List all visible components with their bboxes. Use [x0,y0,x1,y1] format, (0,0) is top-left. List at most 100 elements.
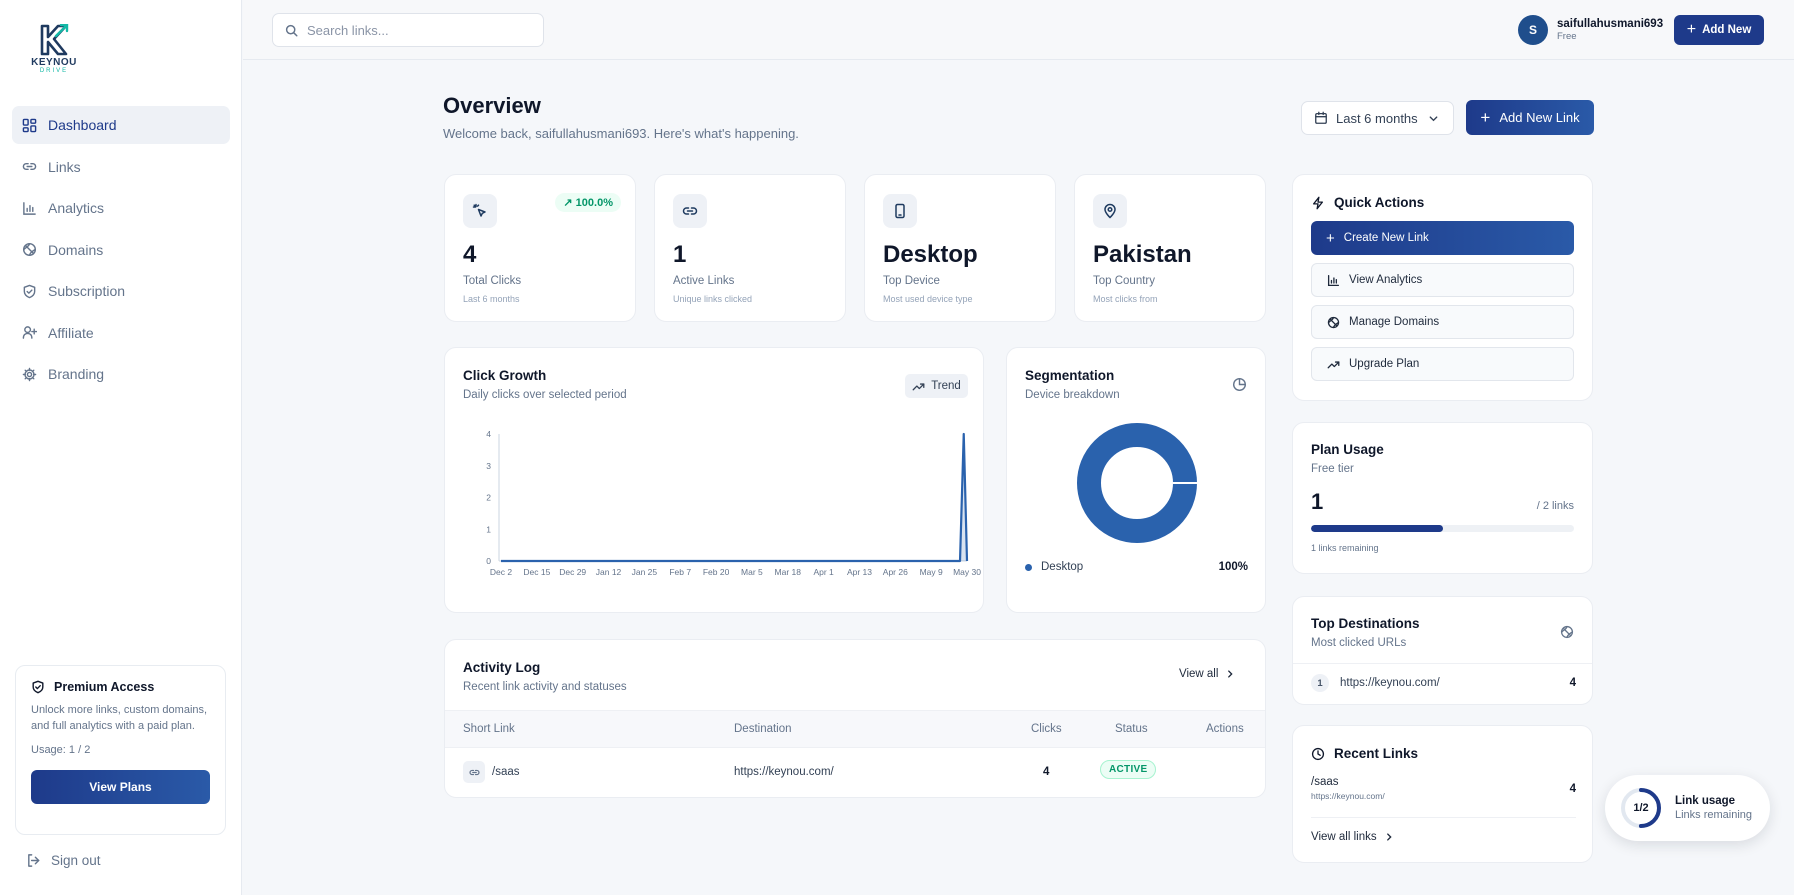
list-item[interactable]: /saas https://keynou.com/ 4 [1311,776,1576,818]
quick-action-label: View Analytics [1349,274,1423,286]
user-menu[interactable]: S saifullahusmani693 Free [1518,15,1663,45]
add-new-link-label: Add New Link [1499,110,1580,125]
view-all-links-link[interactable]: View all links [1311,831,1394,843]
premium-title: Premium Access [54,680,155,694]
stat-note: Unique links clicked [673,294,753,304]
stat-card-active-links: 1 Active Links Unique links clicked [654,174,846,322]
x-tick-label: Apr 1 [813,567,834,577]
sidebar-item-label: Links [48,158,81,175]
plan-remaining: 1 links remaining [1311,543,1379,553]
activity-log-title: Activity Log [463,660,541,675]
quick-action-label: Manage Domains [1349,316,1440,328]
sidebar-item-dashboard[interactable]: Dashboard [12,106,230,144]
upgrade-plan-button[interactable]: Upgrade Plan [1311,347,1574,381]
search-box[interactable] [272,13,544,47]
link-icon [22,162,37,171]
pie-chart-icon[interactable] [1232,377,1247,392]
recent-link-clicks: 4 [1569,783,1576,795]
short-link-text: /saas [492,766,520,779]
create-new-link-button[interactable]: + Create New Link [1311,221,1574,255]
add-new-link-button[interactable]: + Add New Link [1466,100,1594,135]
add-new-label: Add New [1702,24,1752,36]
sidebar-item-label: Affiliate [48,324,94,341]
premium-access-card: Premium Access Unlock more links, custom… [15,665,226,835]
segmentation-title: Segmentation [1025,368,1115,383]
status-cell: ACTIVE [1100,760,1157,779]
date-range-select[interactable]: Last 6 months [1301,101,1454,135]
column-header-actions[interactable]: Actions [1206,723,1244,735]
growth-badge: ↗ 100.0% [555,193,621,212]
trend-label: Trend [931,380,961,392]
bar-chart-icon [1327,274,1340,286]
destination-rank: 1 [1311,674,1329,692]
y-tick-label: 4 [486,429,491,439]
x-tick-label: May 30 [953,567,981,577]
trend-button[interactable]: Trend [905,374,968,398]
view-plans-button[interactable]: View Plans [31,770,210,804]
stat-card-top-device: Desktop Top Device Most used device type [864,174,1056,322]
chevron-down-icon [1429,115,1438,121]
sidebar-item-affiliate[interactable]: Affiliate [12,314,230,352]
link-chip [463,761,485,783]
top-destinations-title: Top Destinations [1311,616,1420,631]
column-header-short-link[interactable]: Short Link [463,723,515,735]
globe-icon [1327,316,1340,328]
segmentation-donut-chart [1077,423,1197,543]
stat-note: Most clicks from [1093,294,1158,304]
quick-actions-title: Quick Actions [1334,195,1425,210]
activity-table-header: Short Link Destination Clicks Status Act… [445,710,1265,748]
stat-label: Top Device [883,275,940,287]
stat-note: Most used device type [883,294,973,304]
destination-cell[interactable]: https://keynou.com/ [734,766,834,778]
activity-log-subtitle: Recent link activity and statuses [463,681,627,693]
log-out-icon [28,854,40,867]
view-analytics-button[interactable]: View Analytics [1311,263,1574,297]
sidebar-item-subscription[interactable]: Subscription [12,272,230,310]
plan-usage-card: Plan Usage Free tier 1 / 2 links 1 links… [1292,422,1593,574]
series-line [501,432,969,563]
destination-clicks: 4 [1569,677,1576,689]
link-usage-widget[interactable]: 1/2 Link usage Links remaining [1605,775,1770,841]
column-header-status[interactable]: Status [1115,723,1148,735]
click-growth-chart: 0 1 2 3 4 Dec 2 Dec 15 Dec 29 Jan 12 Jan 25 Feb 7 F… [486,429,981,577]
sidebar-item-label: Analytics [48,200,105,216]
activity-view-all-link[interactable]: View all [1179,668,1235,680]
segmentation-legend-item: Desktop 100% [1025,561,1248,573]
x-tick-label: Feb 20 [703,567,730,577]
plan-usage-title: Plan Usage [1311,442,1384,457]
sidebar-item-links[interactable]: Links [12,148,230,186]
stat-value: 1 [673,241,687,268]
short-link-cell[interactable]: /saas [463,761,520,783]
link-usage-progress-ring [1621,788,1661,828]
globe-icon [1560,625,1574,639]
brand-name: KEYNOU [31,57,77,68]
map-pin-icon [1104,203,1116,219]
y-tick-label: 2 [486,493,491,503]
sidebar-item-domains[interactable]: Domains [12,231,230,269]
stat-card-total-clicks: ↗ 100.0% 4 Total Clicks Last 6 months [444,174,636,322]
column-header-destination[interactable]: Destination [734,723,792,735]
sidebar-nav: Dashboard Links Analytics Domains Subscr… [12,106,230,397]
list-item[interactable]: 1 https://keynou.com/ 4 [1311,674,1576,692]
add-new-button[interactable]: + Add New [1674,15,1764,45]
brand-logo[interactable]: KEYNOU DRIVE [28,24,80,74]
sidebar-item-branding[interactable]: Branding [12,355,230,393]
shield-icon [23,284,36,298]
plan-tier: Free tier [1311,463,1354,475]
link-icon [682,207,698,215]
sidebar-item-analytics[interactable]: Analytics [12,189,230,227]
x-tick-label: Feb 7 [669,567,691,577]
search-input[interactable] [307,22,527,38]
ring-progress [1621,788,1661,828]
sign-out-button[interactable]: Sign out [26,853,101,868]
user-plus-icon [22,326,37,339]
column-header-clicks[interactable]: Clicks [1031,723,1062,735]
sign-out-label: Sign out [51,853,101,868]
table-row[interactable]: /saas https://keynou.com/ 4 ACTIVE [445,748,1265,797]
manage-domains-button[interactable]: Manage Domains [1311,305,1574,339]
stat-icon-box [883,194,917,228]
link-usage-title: Link usage [1675,795,1736,807]
link-usage-ratio: 1/2 [1633,802,1649,814]
link-icon [468,769,480,775]
gear-icon [22,367,37,381]
